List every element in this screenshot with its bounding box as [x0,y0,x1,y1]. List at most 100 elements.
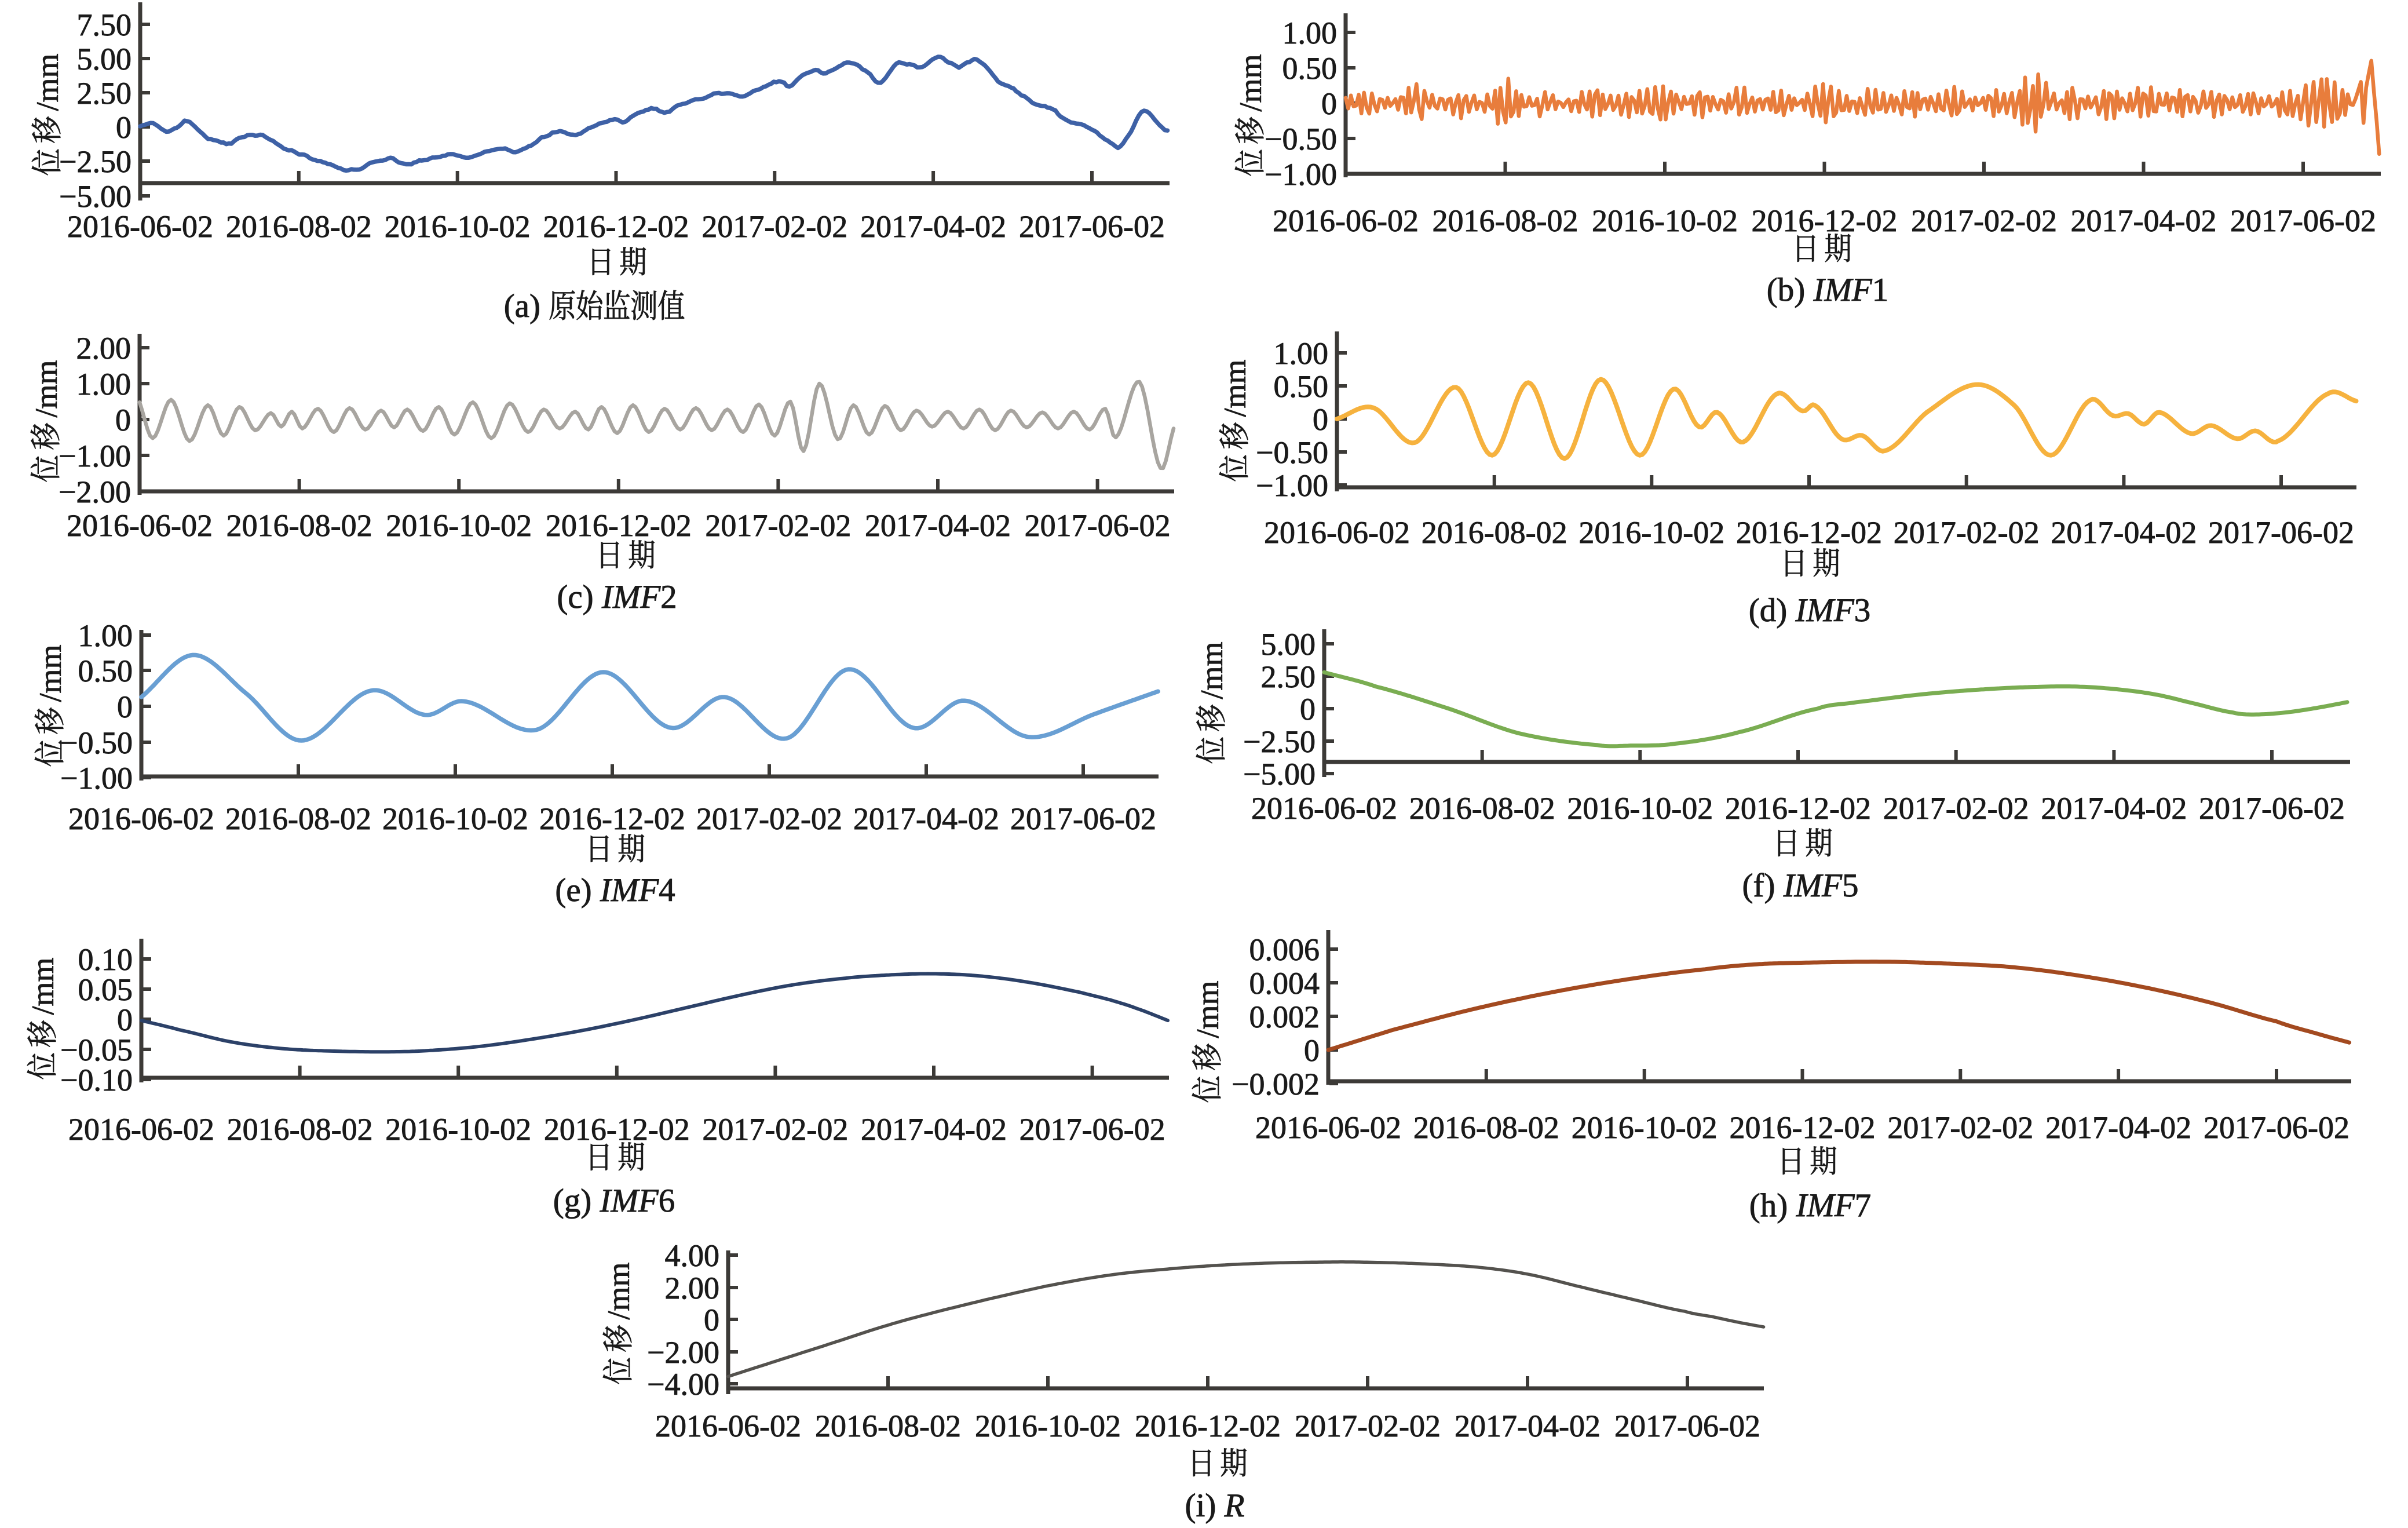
svg-text:2016-10-02: 2016-10-02 [385,1112,531,1147]
svg-text:2017-02-02: 2017-02-02 [705,508,851,543]
svg-text:2017-02-02: 2017-02-02 [1911,203,2057,238]
svg-text:2017-02-02: 2017-02-02 [701,209,847,244]
svg-text:0: 0 [1300,692,1316,727]
svg-text:−2.50: −2.50 [1243,724,1316,759]
svg-text:2016-06-02: 2016-06-02 [1251,791,1397,826]
svg-text:0.006: 0.006 [1249,932,1320,967]
svg-text:2016-10-02: 2016-10-02 [1578,515,1724,550]
svg-text:2016-12-02: 2016-12-02 [544,1112,690,1147]
svg-text:0: 0 [1304,1033,1320,1068]
svg-text:2016-12-02: 2016-12-02 [1752,203,1898,238]
svg-text:2016-12-02: 2016-12-02 [1730,1110,1876,1145]
svg-text:2017-04-02: 2017-04-02 [2041,791,2187,826]
svg-text:0: 0 [1313,402,1328,437]
svg-text:2017-06-02: 2017-06-02 [2208,515,2354,550]
svg-text:2017-04-02: 2017-04-02 [1455,1409,1601,1443]
svg-text:2017-04-02: 2017-04-02 [860,209,1006,244]
svg-text:2016-06-02: 2016-06-02 [67,209,213,244]
svg-text:0.004: 0.004 [1249,966,1320,1001]
svg-text:(i) R: (i) R [1185,1487,1245,1524]
svg-text:2017-06-02: 2017-06-02 [2204,1110,2349,1145]
svg-text:2016-06-02: 2016-06-02 [1264,515,1410,550]
svg-text:/mm: /mm [25,957,60,1015]
svg-text:0: 0 [115,403,131,437]
svg-text:2016-12-02: 2016-12-02 [546,508,692,543]
svg-text:(f) IMF5: (f) IMF5 [1742,867,1859,904]
svg-text:/mm: /mm [1194,641,1229,699]
svg-text:2016-06-02: 2016-06-02 [68,801,214,836]
svg-text:4.00: 4.00 [665,1238,720,1273]
svg-text:−1.00: −1.00 [1256,468,1328,503]
svg-text:2016-06-02: 2016-06-02 [1273,203,1419,238]
svg-text:1.00: 1.00 [78,618,133,653]
svg-text:2017-06-02: 2017-06-02 [1019,209,1165,244]
svg-text:(a): (a) [504,288,540,324]
svg-text:0.10: 0.10 [78,942,133,977]
svg-text:2.50: 2.50 [1261,659,1316,694]
svg-text:−1.00: −1.00 [1265,157,1337,192]
svg-text:/mm: /mm [1190,980,1225,1038]
svg-text:/mm: /mm [1218,359,1252,417]
svg-text:2016-06-02: 2016-06-02 [1255,1110,1401,1145]
svg-text:−1.00: −1.00 [59,439,131,473]
svg-text:2.00: 2.00 [76,331,131,366]
svg-text:0.50: 0.50 [78,654,133,688]
svg-text:2016-12-02: 2016-12-02 [539,801,685,836]
svg-text:2016-12-02: 2016-12-02 [1736,515,1882,550]
svg-text:2017-06-02: 2017-06-02 [2199,791,2345,826]
svg-text:2016-10-02: 2016-10-02 [382,801,528,836]
svg-text:0.50: 0.50 [1282,51,1338,86]
svg-text:−1.00: −1.00 [60,761,133,796]
svg-text:−2.00: −2.00 [647,1335,719,1370]
svg-text:2016-10-02: 2016-10-02 [1592,203,1738,238]
svg-text:5.00: 5.00 [77,42,132,76]
svg-text:−4.00: −4.00 [647,1367,719,1402]
svg-text:2017-02-02: 2017-02-02 [1295,1409,1441,1443]
svg-text:(d) IMF3: (d) IMF3 [1749,592,1871,629]
svg-text:1.00: 1.00 [1282,16,1338,50]
svg-text:−0.50: −0.50 [1265,122,1337,156]
svg-text:2016-12-02: 2016-12-02 [1135,1409,1281,1443]
svg-text:−5.00: −5.00 [59,179,131,214]
svg-text:1.00: 1.00 [1274,336,1329,371]
svg-text:2017-06-02: 2017-06-02 [1025,508,1171,543]
svg-text:−0.10: −0.10 [60,1063,133,1097]
svg-text:2017-04-02: 2017-04-02 [2045,1110,2191,1145]
svg-text:2016-08-02: 2016-08-02 [226,209,372,244]
svg-text:(e) IMF4: (e) IMF4 [555,872,675,909]
svg-text:2017-02-02: 2017-02-02 [1883,791,2029,826]
svg-text:2.50: 2.50 [77,76,132,111]
svg-text:0: 0 [117,1002,133,1037]
svg-text:2.00: 2.00 [665,1271,720,1305]
svg-text:2016-10-02: 2016-10-02 [975,1409,1121,1443]
svg-text:2016-08-02: 2016-08-02 [1409,791,1555,826]
svg-text:2016-08-02: 2016-08-02 [227,1112,373,1147]
svg-text:2016-12-02: 2016-12-02 [1725,791,1871,826]
svg-text:2017-04-02: 2017-04-02 [2051,515,2197,550]
svg-text:2016-10-02: 2016-10-02 [1572,1110,1718,1145]
svg-text:2016-10-02: 2016-10-02 [386,508,532,543]
svg-text:0.05: 0.05 [78,972,133,1007]
svg-text:/mm: /mm [29,360,64,417]
svg-text:2017-04-02: 2017-04-02 [2071,203,2217,238]
svg-text:−2.50: −2.50 [59,144,131,179]
svg-text:2016-08-02: 2016-08-02 [815,1409,961,1443]
svg-text:2016-06-02: 2016-06-02 [655,1409,801,1443]
svg-text:0: 0 [117,690,133,724]
svg-text:2016-08-02: 2016-08-02 [226,508,372,543]
svg-text:2016-08-02: 2016-08-02 [1413,1110,1559,1145]
svg-text:−5.00: −5.00 [1243,757,1316,792]
svg-text:0: 0 [116,110,131,145]
svg-text:(c) IMF2: (c) IMF2 [557,579,677,615]
svg-text:−0.50: −0.50 [60,725,133,760]
svg-text:/mm: /mm [33,644,68,702]
svg-text:2017-06-02: 2017-06-02 [2230,203,2376,238]
svg-text:2017-02-02: 2017-02-02 [1894,515,2040,550]
svg-text:2017-04-02: 2017-04-02 [865,508,1011,543]
svg-text:−0.002: −0.002 [1232,1067,1320,1102]
svg-text:(g) IMF6: (g) IMF6 [553,1183,675,1219]
svg-text:2016-12-02: 2016-12-02 [543,209,689,244]
svg-text:2017-06-02: 2017-06-02 [1020,1112,1165,1147]
svg-text:5.00: 5.00 [1261,627,1316,662]
svg-text:2017-06-02: 2017-06-02 [1614,1409,1760,1443]
